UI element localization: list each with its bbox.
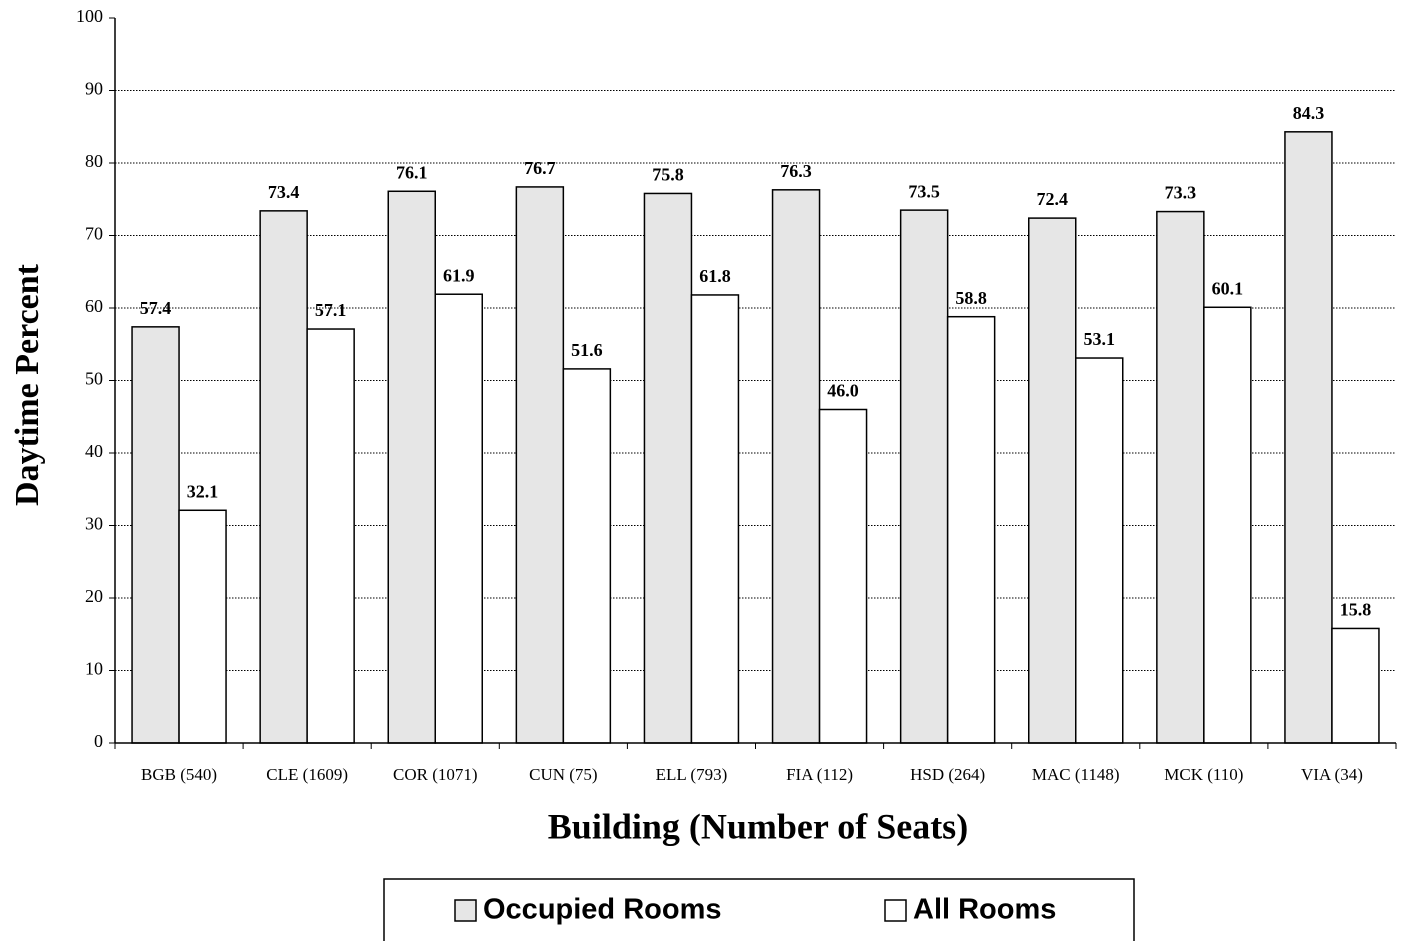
bar [946,315,996,744]
data-label: 73.5 [908,181,940,201]
bar [1156,210,1205,744]
data-label: 73.4 [268,182,300,202]
x-tick-label: CLE (1609) [266,765,348,784]
bar [690,294,740,744]
data-label: 61.8 [699,266,731,286]
bar [771,189,821,744]
bar [131,326,180,744]
y-tick-label: 20 [85,586,103,606]
x-tick-label: FIA (112) [786,765,853,784]
data-label: 32.1 [187,481,219,501]
y-tick-label: 80 [85,151,103,171]
y-tick-label: 30 [85,514,103,534]
y-axis-title: Daytime Percent [9,263,46,506]
legend-label: All Rooms [913,894,1056,926]
bar [1284,131,1333,744]
y-tick-label: 90 [85,79,103,99]
x-tick-label: COR (1071) [393,765,478,784]
y-tick-label: 70 [85,224,103,244]
bar [818,408,868,744]
data-label: 46.0 [827,381,859,401]
y-tick-label: 10 [85,659,103,679]
x-tick-label: CUN (75) [529,765,597,784]
data-label: 76.3 [780,161,812,181]
y-tick-label: 60 [85,296,103,316]
x-tick-label: ELL (793) [656,765,728,784]
y-tick-label: 50 [85,369,103,389]
bar [899,209,949,744]
data-label: 75.8 [652,165,684,185]
data-label: 57.4 [140,298,172,318]
bar [1203,306,1252,744]
bar [1075,357,1124,744]
x-axis-title: Building (Number of Seats) [548,806,968,846]
bar [387,190,436,744]
bar [434,293,483,744]
x-tick-label: VIA (34) [1301,765,1363,784]
bar [562,368,612,744]
data-label: 72.4 [1037,189,1069,209]
bar [643,192,693,744]
bar [306,328,355,744]
bar [1028,217,1077,744]
data-label: 73.3 [1165,183,1197,203]
bar [515,186,565,744]
data-label: 58.8 [955,288,987,308]
legend-box [383,878,1135,941]
data-label: 76.1 [396,162,428,182]
data-label: 51.6 [571,340,603,360]
data-label: 60.1 [1212,278,1244,298]
x-tick-label: MCK (110) [1164,765,1243,784]
bar [1331,627,1380,744]
data-label: 57.1 [315,300,347,320]
bar [259,210,308,744]
data-label: 15.8 [1340,600,1372,620]
data-label: 61.9 [443,265,475,285]
x-tick-label: HSD (264) [910,765,985,784]
y-tick-label: 0 [94,731,103,751]
x-tick-label: MAC (1148) [1032,765,1120,784]
x-tick-label: BGB (540) [141,765,217,784]
legend-swatch [884,899,907,922]
y-tick-label: 100 [76,6,103,26]
data-label: 76.7 [524,158,556,178]
y-tick-label: 40 [85,441,103,461]
data-label: 53.1 [1084,329,1116,349]
data-label: 84.3 [1293,103,1325,123]
legend-swatch [454,899,477,922]
legend-label: Occupied Rooms [483,894,722,926]
bar [178,509,227,744]
